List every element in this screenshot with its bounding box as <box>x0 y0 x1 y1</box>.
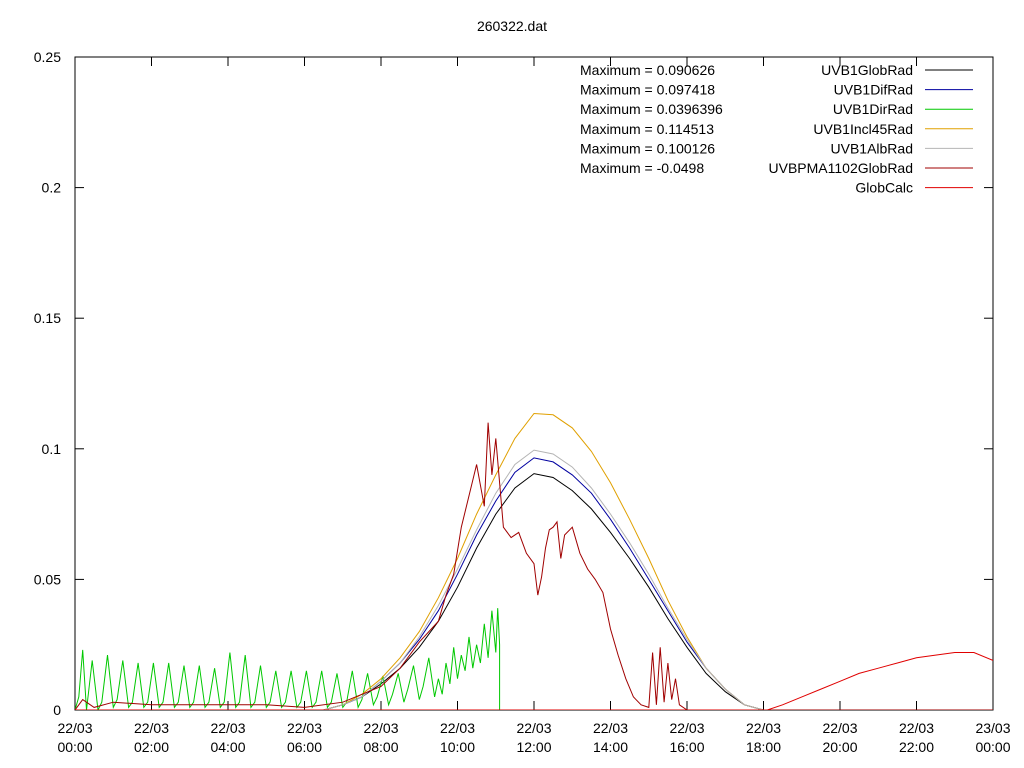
legend: UVB1GlobRad UVB1DifRad UVB1DirRad UVB1Incl4… <box>769 62 973 196</box>
legend-entry-label: UVB1GlobRad <box>821 62 913 78</box>
x-tick-label-time: 12:00 <box>516 739 551 755</box>
legend-entry-label: UVB1AlbRad <box>831 140 914 156</box>
x-tick-label-date: 22/03 <box>57 720 92 736</box>
y-tick-label: 0 <box>53 702 61 718</box>
series-line-uvbpma1102globrad <box>75 422 993 710</box>
legend-entry-label: UVB1Incl45Rad <box>813 121 913 137</box>
x-tick-label-time: 04:00 <box>210 739 245 755</box>
x-tick-label-date: 22/03 <box>822 720 857 736</box>
x-tick-label-time: 00:00 <box>975 739 1010 755</box>
x-tick-label-time: 00:00 <box>57 739 92 755</box>
x-tick-label-time: 02:00 <box>134 739 169 755</box>
y-tick-label: 0.25 <box>34 49 61 65</box>
max-annotation: Maximum = 0.097418 <box>580 82 715 98</box>
x-tick-label-date: 22/03 <box>210 720 245 736</box>
annotations: Maximum = 0.090626 Maximum = 0.097418 Maxi… <box>580 62 723 176</box>
x-tick-label-time: 10:00 <box>440 739 475 755</box>
x-tick-label-time: 06:00 <box>287 739 322 755</box>
x-tick-label-date: 22/03 <box>669 720 704 736</box>
legend-entry-label: GlobCalc <box>855 180 913 196</box>
x-tick-label-time: 08:00 <box>363 739 398 755</box>
series-line-uvb1difrad <box>75 457 993 710</box>
max-annotation: Maximum = 0.0396396 <box>580 101 723 117</box>
chart-title: 260322.dat <box>477 18 547 34</box>
x-tick-label-date: 22/03 <box>899 720 934 736</box>
x-tick-label-date: 22/03 <box>746 720 781 736</box>
y-axis: 0 0.05 0.1 0.15 0.2 0.25 <box>34 49 993 718</box>
x-tick-label-date: 22/03 <box>516 720 551 736</box>
series-line-globcalc <box>75 652 993 710</box>
legend-entry-label: UVBPMA1102GlobRad <box>769 160 913 176</box>
x-tick-label-date: 22/03 <box>363 720 398 736</box>
y-tick-label: 0.2 <box>42 180 62 196</box>
x-tick-label-date: 22/03 <box>593 720 628 736</box>
y-tick-label: 0.05 <box>34 571 61 587</box>
x-tick-label-date: 22/03 <box>440 720 475 736</box>
x-tick-label-date: 22/03 <box>134 720 169 736</box>
max-annotation: Maximum = 0.114513 <box>580 121 714 137</box>
x-axis: 22/03 00:00 22/03 02:00 22/03 04:00 22/03 06:00… <box>57 57 1011 755</box>
x-tick-label-time: 22:00 <box>899 739 934 755</box>
max-annotation: Maximum = 0.090626 <box>580 62 715 78</box>
legend-entry-label: UVB1DifRad <box>834 82 913 98</box>
x-tick-label-date: 23/03 <box>975 720 1010 736</box>
x-tick-label-time: 14:00 <box>593 739 628 755</box>
y-tick-label: 0.1 <box>42 441 62 457</box>
x-tick-label-time: 16:00 <box>669 739 704 755</box>
x-tick-label-date: 22/03 <box>287 720 322 736</box>
max-annotation: Maximum = 0.100126 <box>580 140 715 156</box>
y-tick-label: 0.15 <box>34 310 61 326</box>
x-tick-label-time: 18:00 <box>746 739 781 755</box>
series-layer <box>75 412 993 710</box>
max-annotation: Maximum = -0.0498 <box>580 160 704 176</box>
legend-entry-label: UVB1DirRad <box>833 101 913 117</box>
series-line-uvb1dirrad <box>75 608 993 710</box>
series-line-uvb1albrad <box>75 449 993 710</box>
x-tick-label-time: 20:00 <box>822 739 857 755</box>
